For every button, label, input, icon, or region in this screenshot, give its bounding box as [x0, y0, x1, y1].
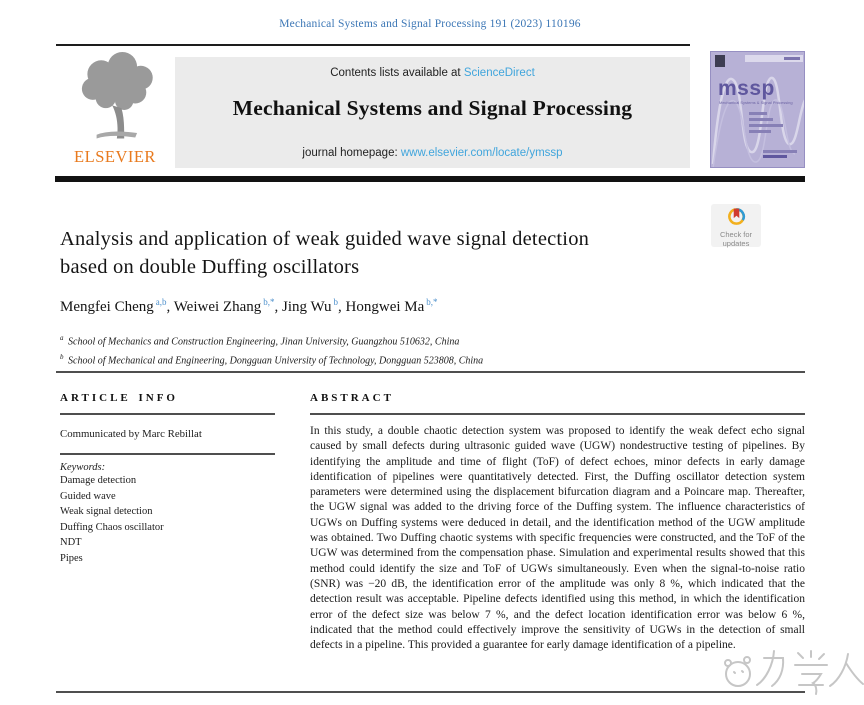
cover-waveform-graphic	[711, 76, 804, 167]
cover-editor-line	[749, 124, 783, 127]
keywords-label: Keywords:	[60, 462, 106, 473]
author-name: Hongwei Ma	[345, 299, 425, 315]
badge-label-line1: Check for	[719, 230, 753, 239]
footer-rule	[56, 691, 805, 693]
header-top-rule	[56, 44, 690, 46]
cover-editor-line	[749, 118, 773, 121]
check-for-updates-badge[interactable]: Check for updates	[711, 204, 761, 247]
homepage-prefix: journal homepage:	[302, 147, 401, 159]
author-name: Mengfei Cheng	[60, 299, 154, 315]
contents-prefix: Contents lists available at	[330, 67, 464, 79]
keyword-item: Weak signal detection	[60, 506, 153, 517]
keyword-item: NDT	[60, 537, 82, 548]
author-name: Weiwei Zhang	[173, 299, 262, 315]
abstract-heading: ABSTRACT	[310, 392, 394, 404]
sciencedirect-link[interactable]: ScienceDirect	[463, 67, 535, 79]
article-info-column: ARTICLE INFO Communicated by Marc Rebill…	[60, 392, 292, 566]
journal-homepage-link[interactable]: www.elsevier.com/locate/ymssp	[400, 147, 563, 159]
abstract-text: In this study, a double chaotic detectio…	[310, 425, 805, 652]
article-info-heading: ARTICLE INFO	[60, 392, 178, 404]
keyword-item: Pipes	[60, 552, 83, 564]
cover-editor-line	[749, 112, 767, 115]
elsevier-tree-icon	[81, 52, 153, 139]
journal-citation-link[interactable]: Mechanical Systems and Signal Processing…	[279, 18, 581, 30]
affiliation: b School of Mechanical and Engineering, …	[60, 352, 484, 367]
author-name: Jing Wu	[281, 299, 332, 315]
keyword-item: Damage detection	[60, 475, 137, 486]
badge-label-line2: updates	[722, 238, 750, 248]
homepage-line: journal homepage: www.elsevier.com/locat…	[175, 147, 690, 159]
cover-abbrev: mssp	[718, 77, 775, 100]
cover-footer-line	[763, 155, 787, 158]
article-title-line2: based on double Duffing oscillators	[60, 256, 360, 278]
keyword-list: Damage detection Guided wave Weak signal d…	[60, 473, 292, 566]
author-sup: b,*	[263, 297, 275, 307]
elsevier-wordmark: ELSEVIER	[74, 147, 156, 166]
communicated-by: Communicated by Marc Rebillat	[60, 428, 202, 440]
affiliation-list: a School of Mechanics and Construction E…	[60, 331, 760, 369]
watermark	[718, 644, 864, 698]
author-sup: b,*	[426, 297, 438, 307]
keyword-item: Guided wave	[60, 490, 116, 502]
header-divider-bar	[55, 176, 805, 182]
article-info-rule	[60, 413, 275, 415]
cover-issue-label	[784, 57, 800, 60]
keyword-item: Duffing Chaos oscillator	[60, 521, 164, 533]
abstract-rule	[310, 413, 805, 415]
journal-cover-thumbnail[interactable]: mssp Mechanical Systems & Signal Process…	[710, 51, 805, 168]
cover-footer-line	[763, 150, 797, 153]
article-title: Analysis and application of weak guided …	[60, 225, 705, 281]
section-divider-rule	[56, 371, 805, 373]
elsevier-logo[interactable]: ELSEVIER	[57, 50, 173, 170]
author-line: Mengfei Cheng a,b, Weiwei Zhang b,*, Jing …	[60, 297, 438, 315]
cover-editor-line	[749, 130, 771, 133]
contents-line: Contents lists available at ScienceDirec…	[175, 67, 690, 79]
author-sup: a,b	[155, 297, 167, 307]
cover-top-strip	[745, 55, 803, 62]
check-for-updates-icon	[727, 208, 745, 225]
abstract-column: ABSTRACT In this study, a double chaotic…	[310, 392, 805, 653]
article-title-line1: Analysis and application of weak guided …	[60, 228, 590, 250]
journal-banner: Contents lists available at ScienceDirec…	[175, 57, 690, 168]
cover-subtitle: Mechanical Systems & Signal Processing	[719, 100, 793, 105]
affiliation: a School of Mechanics and Construction E…	[60, 334, 460, 348]
cover-publisher-icon	[715, 55, 725, 67]
journal-title: Mechanical Systems and Signal Processing	[232, 96, 633, 120]
article-info-rule	[60, 453, 275, 455]
author-sup: b	[333, 297, 339, 307]
